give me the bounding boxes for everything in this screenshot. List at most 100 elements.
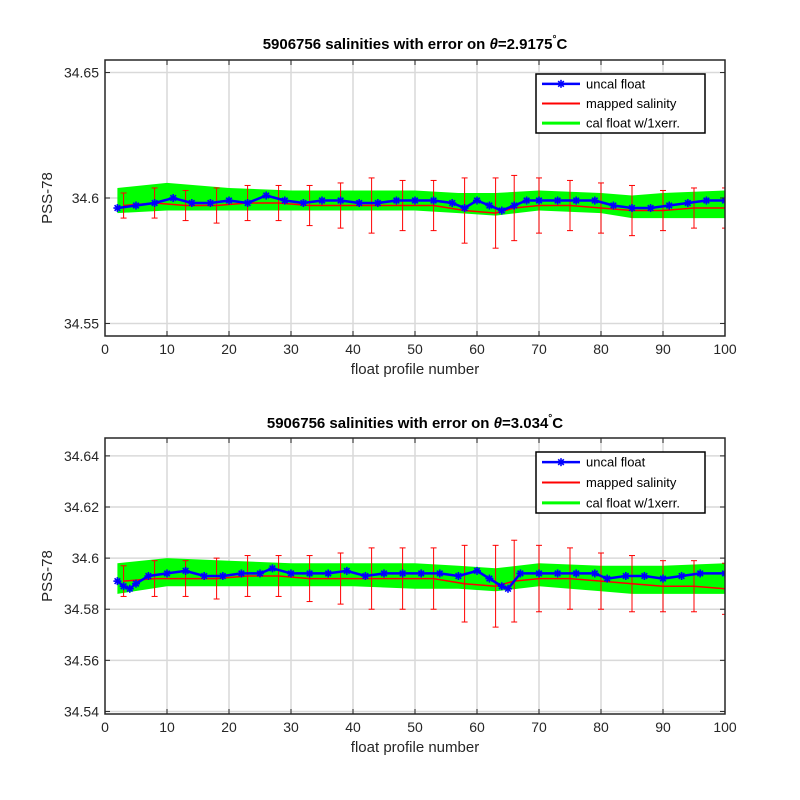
- chart-1: 0 10 20 30 40 50 60 70 80 90 100 34.55 34.6 34.65 5906…: [39, 34, 737, 378]
- uncal-float-point: [268, 564, 277, 573]
- uncal-float-point: [504, 584, 512, 593]
- uncal-float-point: [144, 572, 153, 580]
- legend-label: cal float w/1xerr.: [586, 495, 680, 510]
- series-layer: [113, 539, 725, 628]
- x-tick-label: 100: [713, 341, 737, 357]
- x-tick-label: 10: [159, 719, 175, 735]
- uncal-float-point: [119, 582, 128, 591]
- mapped-salinity-line: [123, 575, 725, 590]
- uncal-float-point: [677, 572, 686, 580]
- uncal-float-point: [206, 199, 215, 208]
- y-tick-label: 34.62: [64, 499, 99, 515]
- legend: uncal float mapped salinity cal float w/1x…: [535, 73, 706, 134]
- uncal-float-point: [435, 569, 444, 578]
- y-tick-label: 34.65: [64, 65, 99, 81]
- chart-title: 5906756 salinities with error on θ=3.034…: [267, 413, 563, 432]
- uncal-float-point: [280, 196, 289, 205]
- uncal-float-point: [448, 199, 457, 208]
- uncal-float-point: [243, 199, 252, 208]
- uncal-float-point: [187, 199, 196, 208]
- error-bar: [120, 192, 127, 219]
- y-tick-label: 34.56: [64, 652, 99, 668]
- uncal-float-point: [150, 199, 159, 208]
- uncal-float-point: [702, 196, 711, 205]
- uncal-float-point: [287, 569, 295, 578]
- uncal-float-point: [398, 569, 407, 578]
- uncal-float-point: [659, 574, 667, 583]
- uncal-float-point: [411, 196, 419, 205]
- x-tick-label: 0: [101, 719, 109, 735]
- series-layer: [113, 174, 725, 249]
- x-tick-label: 40: [345, 719, 361, 735]
- chart-title: 5906756 salinities with error on θ=2.917…: [263, 34, 568, 53]
- legend-item: cal float w/1xerr.: [542, 495, 680, 510]
- ticks: [104, 60, 726, 336]
- x-tick-label: 20: [221, 719, 237, 735]
- x-tick-label: 50: [407, 719, 423, 735]
- uncal-float-point: [535, 569, 543, 578]
- error-bar: [722, 187, 725, 229]
- ticks: [104, 438, 726, 714]
- uncal-float-point: [429, 196, 438, 205]
- uncal-float-point: [628, 204, 636, 213]
- uncal-float-point: [665, 201, 674, 210]
- uncal-float-point: [218, 572, 227, 580]
- error-bar: [120, 565, 127, 597]
- uncal-float-point: [590, 569, 599, 578]
- legend: uncal float mapped salinity cal float w/1x…: [535, 451, 706, 514]
- uncal-float-point: [721, 569, 725, 578]
- uncal-float-point: [342, 566, 351, 575]
- uncal-float-point: [380, 569, 388, 578]
- x-tick-label: 40: [345, 341, 361, 357]
- uncal-float-point: [535, 196, 543, 205]
- uncal-float-point: [454, 572, 463, 580]
- uncal-float-point: [522, 196, 531, 205]
- legend-item: cal float w/1xerr.: [542, 116, 680, 131]
- legend-marker: [557, 79, 565, 88]
- uncal-float-point: [473, 566, 481, 575]
- x-tick-label: 80: [593, 341, 609, 357]
- legend-item: uncal float: [542, 455, 646, 470]
- uncal-float-point: [305, 569, 314, 578]
- uncal-float-point: [621, 572, 630, 580]
- x-tick-label: 30: [283, 719, 299, 735]
- uncal-float-point: [553, 569, 562, 578]
- uncal-float-point: [125, 584, 134, 593]
- uncal-float-point: [336, 196, 345, 205]
- uncal-float-point: [553, 196, 562, 205]
- uncal-float-point: [237, 569, 246, 578]
- uncal-float-point: [392, 196, 401, 205]
- uncal-float-point: [299, 199, 308, 208]
- uncal-float-point: [132, 201, 140, 210]
- uncal-float-point: [640, 572, 649, 580]
- uncal-float-point: [417, 569, 426, 578]
- uncal-float-point: [646, 204, 655, 213]
- legend-item: mapped salinity: [542, 96, 677, 111]
- y-tick-label: 34.54: [64, 703, 99, 719]
- chart-2: 0 10 20 30 40 50 60 70 80 90 100 34.54 34.56 34.58 34.…: [39, 413, 737, 756]
- uncal-float-point: [355, 199, 364, 208]
- uncal-float-point: [572, 196, 581, 205]
- y-tick-label: 34.64: [64, 448, 99, 464]
- x-tick-label: 60: [469, 341, 485, 357]
- y-tick-label: 34.6: [72, 190, 99, 206]
- uncal-float-point: [572, 569, 581, 578]
- x-tick-label: 100: [713, 719, 737, 735]
- y-tick-label: 34.55: [64, 315, 99, 331]
- mapped-salinity-line: [123, 202, 725, 214]
- x-tick-label: 50: [407, 341, 423, 357]
- uncal-float-point: [721, 196, 725, 205]
- x-tick-label: 80: [593, 719, 609, 735]
- legend-label: uncal float: [586, 76, 646, 91]
- uncal-float-point: [696, 569, 705, 578]
- uncal-float-point: [361, 572, 370, 580]
- y-tick-label: 34.6: [72, 550, 99, 566]
- uncal-float-point: [460, 204, 469, 213]
- uncal-float-point: [169, 194, 178, 202]
- legend-label: cal float w/1xerr.: [586, 116, 680, 131]
- legend-label: mapped salinity: [586, 475, 677, 490]
- uncal-float-point: [473, 196, 481, 205]
- uncal-float-point: [485, 201, 494, 210]
- x-tick-label: 30: [283, 341, 299, 357]
